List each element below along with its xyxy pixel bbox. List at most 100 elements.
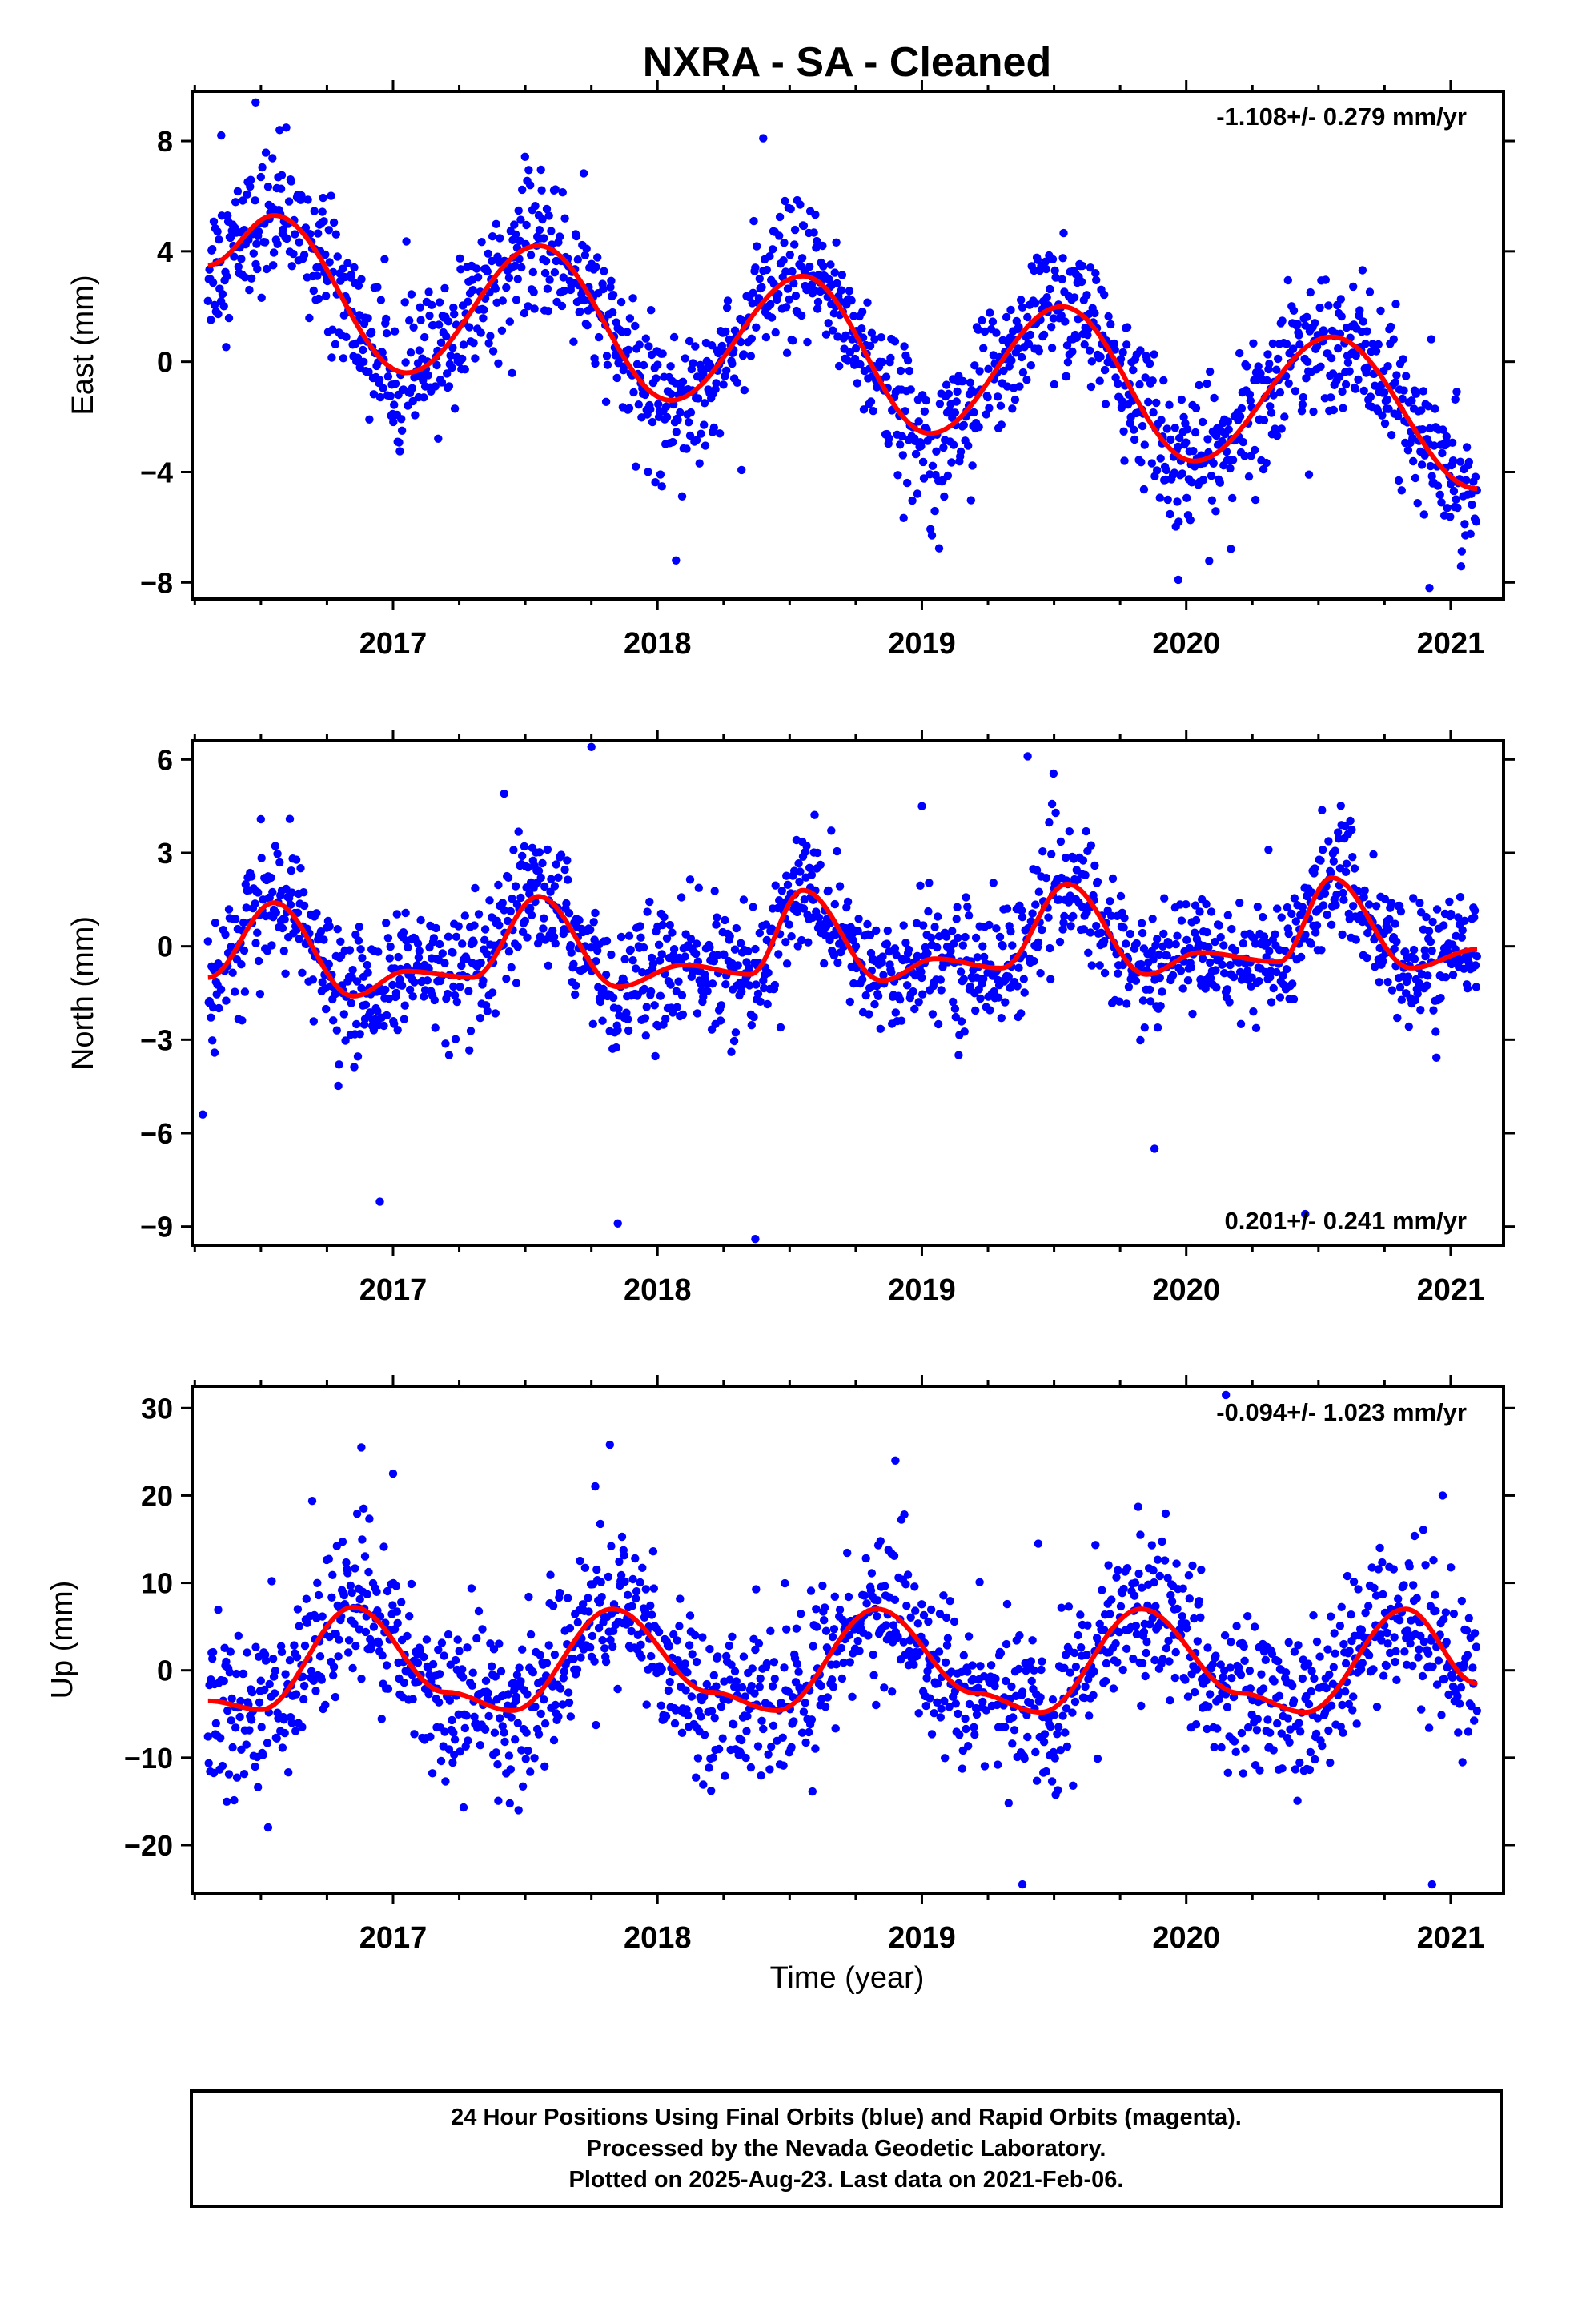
y-tick-label: −4 (140, 456, 173, 489)
data-point (964, 441, 973, 450)
data-point (415, 947, 424, 955)
data-point (862, 1599, 871, 1608)
data-point (566, 941, 575, 950)
x-tick-label: 2017 (359, 627, 428, 661)
data-point (1251, 495, 1260, 505)
data-point (1227, 545, 1235, 553)
plot-frame (191, 739, 1505, 1247)
data-point (832, 238, 841, 247)
data-point (1249, 339, 1258, 348)
data-point (1359, 317, 1368, 326)
data-point (809, 1642, 817, 1651)
data-point (275, 126, 284, 135)
data-point (208, 1036, 217, 1045)
data-point (1375, 978, 1383, 987)
data-point (1076, 1610, 1085, 1619)
data-point (1030, 1666, 1038, 1675)
data-point (642, 1700, 651, 1709)
data-point (963, 903, 972, 911)
data-point (1273, 904, 1282, 913)
data-point (319, 193, 327, 203)
data-point (1191, 404, 1201, 412)
data-point (480, 935, 489, 945)
data-point (624, 404, 634, 412)
data-point (237, 255, 246, 263)
data-point (522, 1728, 531, 1737)
data-point (331, 989, 340, 999)
data-point (1162, 1644, 1171, 1653)
data-point (752, 1585, 761, 1594)
data-point (299, 888, 308, 897)
data-point (847, 296, 856, 305)
data-point (1296, 1727, 1305, 1736)
data-point (1193, 1637, 1203, 1646)
data-point-outlier (357, 1443, 366, 1452)
data-point (851, 942, 861, 951)
y-tick-label: −9 (140, 1211, 173, 1244)
data-point (813, 1622, 821, 1631)
data-point (1350, 864, 1359, 873)
data-point (651, 1051, 660, 1061)
data-point (1259, 912, 1267, 922)
data-point (662, 934, 672, 943)
data-point (904, 945, 913, 955)
data-point (968, 461, 977, 470)
data-point (854, 915, 863, 923)
data-point (781, 196, 789, 206)
data-point (864, 1631, 873, 1640)
data-point (624, 345, 633, 354)
data-point (709, 957, 718, 966)
data-point (678, 1010, 688, 1019)
data-point (764, 1750, 773, 1759)
data-point (692, 939, 701, 948)
data-point (710, 1714, 719, 1723)
data-point (318, 978, 327, 987)
data-point (223, 1706, 232, 1715)
data-point (625, 314, 635, 323)
data-point (937, 986, 946, 995)
data-point (1046, 1722, 1055, 1731)
data-point (958, 376, 968, 386)
data-point (1423, 971, 1432, 980)
data-point (576, 1653, 585, 1662)
data-point (612, 373, 621, 383)
data-point (401, 358, 410, 367)
data-point (1239, 1642, 1248, 1651)
data-point (797, 1610, 805, 1618)
data-point (674, 977, 683, 986)
data-point (1436, 994, 1445, 1003)
data-point (203, 1732, 212, 1741)
data-point (829, 1625, 839, 1634)
data-point (1207, 472, 1216, 480)
data-point (1061, 317, 1070, 326)
data-point (997, 420, 1006, 429)
data-point (677, 1728, 687, 1737)
data-point (903, 1570, 913, 1579)
data-point (971, 1006, 980, 1015)
data-point (1239, 1769, 1248, 1778)
data-point (636, 1578, 644, 1587)
data-point (1409, 1581, 1418, 1590)
data-point (239, 946, 249, 955)
data-point (896, 995, 905, 1004)
data-point (481, 1676, 491, 1685)
data-point (1106, 1610, 1114, 1618)
data-point (590, 1657, 599, 1666)
data-point (648, 959, 658, 968)
data-point (1173, 931, 1182, 940)
data-point (1472, 983, 1481, 991)
data-point (1170, 424, 1180, 432)
data-point (548, 1602, 558, 1610)
data-point (1358, 1659, 1367, 1667)
data-point (1219, 941, 1228, 950)
data-point (896, 366, 905, 376)
data-point (799, 904, 809, 913)
data-point (1376, 306, 1385, 316)
data-point (1414, 1653, 1423, 1662)
data-point (1049, 314, 1058, 323)
data-point (1343, 1571, 1352, 1581)
data-point (1018, 303, 1027, 312)
data-point (240, 273, 250, 282)
data-point (669, 945, 679, 954)
data-point (813, 848, 822, 858)
